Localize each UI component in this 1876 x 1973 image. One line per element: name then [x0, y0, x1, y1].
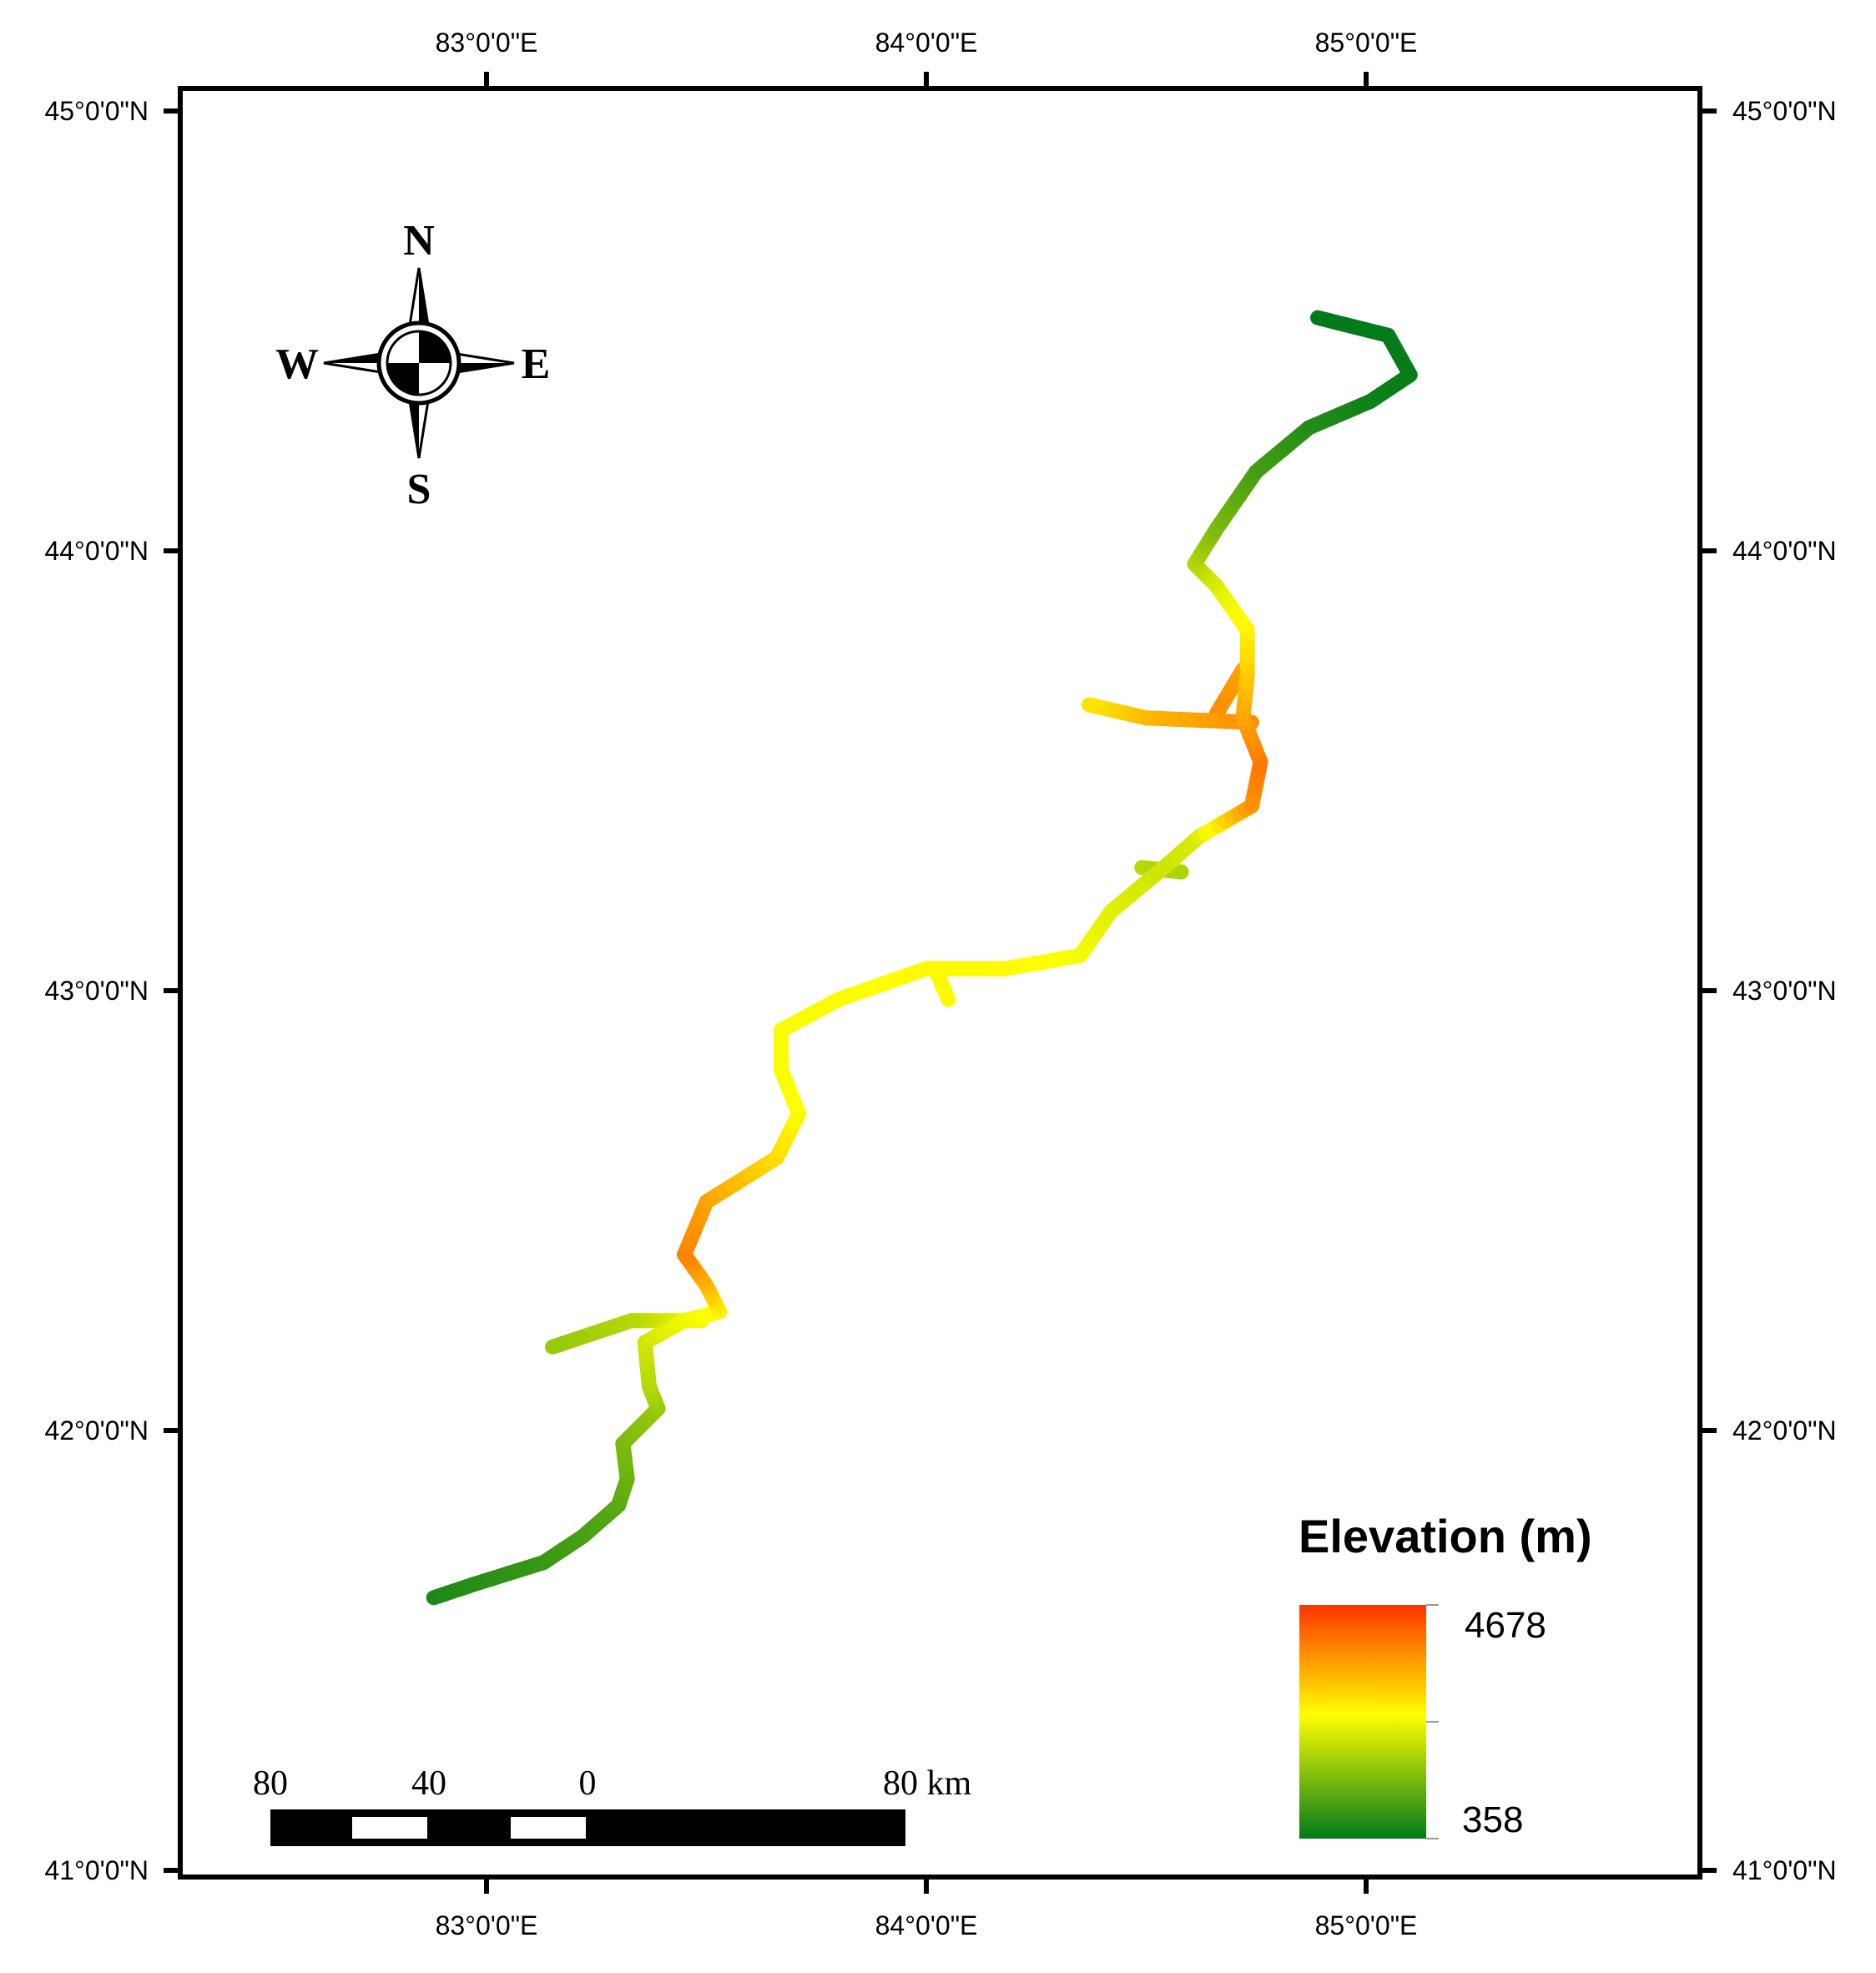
lat-label-right: 45°0'0"N — [1732, 96, 1837, 126]
scale-bar: 80 40 0 80 km — [253, 1764, 972, 1846]
scale-label-80-km: 80 km — [883, 1764, 972, 1803]
scale-label-0: 0 — [579, 1764, 597, 1803]
lat-label-left: 43°0'0"N — [44, 976, 149, 1006]
lat-label-right: 42°0'0"N — [1732, 1415, 1837, 1446]
map-frame — [178, 86, 1702, 1880]
legend-min-label: 358 — [1462, 1799, 1523, 1840]
lat-label-left: 41°0'0"N — [44, 1855, 149, 1885]
lon-label-bottom: 84°0'0"E — [875, 1910, 978, 1940]
graticule-ticks: 83°0'0"E 83°0'0"E 84°0'0"E 84°0'0"E 85°0'0"E… — [44, 28, 1836, 1940]
legend-title: Elevation (m) — [1299, 1510, 1592, 1562]
track-branch-segment — [545, 1335, 570, 1355]
track-branch-segment — [939, 987, 956, 1007]
compass-north-label: N — [403, 217, 435, 265]
track-branch-segment — [1081, 697, 1104, 714]
elevation-track — [426, 310, 1418, 1606]
lat-label-left: 45°0'0"N — [44, 96, 149, 126]
compass-west-label: W — [275, 341, 319, 388]
track-branch-segment — [1168, 864, 1189, 880]
legend-max-label: 4678 — [1465, 1605, 1546, 1646]
elevation-legend: Elevation (m) 4678 358 — [1299, 1510, 1592, 1840]
north-arrow-icon: N S E W — [275, 217, 550, 513]
compass-east-label: E — [522, 341, 551, 388]
lon-label-top: 85°0'0"E — [1315, 28, 1418, 58]
track-segment — [1310, 310, 1334, 328]
lat-label-left: 42°0'0"N — [44, 1415, 149, 1446]
lat-label-right: 43°0'0"N — [1732, 976, 1837, 1006]
legend-color-ramp — [1299, 1605, 1426, 1839]
lon-label-top: 84°0'0"E — [875, 28, 978, 58]
lat-label-right: 41°0'0"N — [1732, 1855, 1837, 1885]
scale-label-80-left: 80 — [253, 1764, 288, 1803]
lat-label-right: 44°0'0"N — [1732, 536, 1837, 566]
lon-label-bottom: 83°0'0"E — [436, 1910, 538, 1940]
compass-south-label: S — [407, 466, 431, 513]
scale-label-40: 40 — [411, 1764, 446, 1803]
lon-label-top: 83°0'0"E — [436, 28, 538, 58]
lat-label-left: 44°0'0"N — [44, 536, 149, 566]
lon-label-bottom: 85°0'0"E — [1315, 1910, 1418, 1940]
